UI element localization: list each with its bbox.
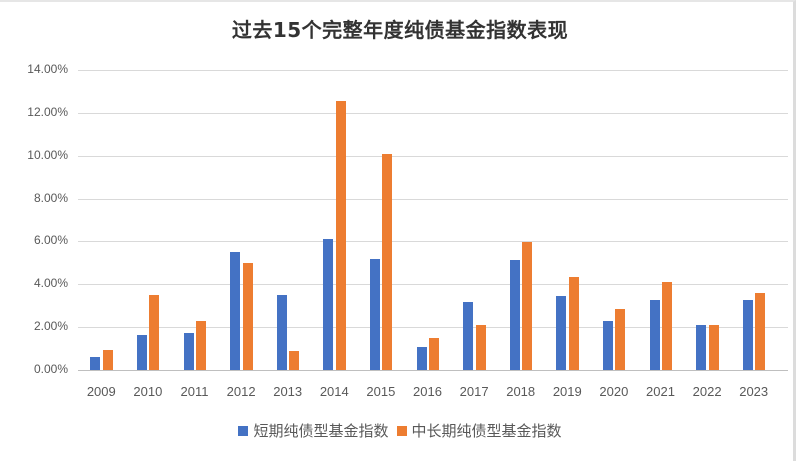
gridline [78, 198, 788, 200]
legend-item-mid-long-term: 中长期纯债型基金指数 [396, 420, 562, 441]
bar-mid-long-term [429, 337, 439, 370]
y-tick-label: 4.00% [33, 276, 68, 291]
chart-title: 过去15个完整年度纯债基金指数表现 [231, 18, 569, 42]
bar-short-term [649, 300, 660, 370]
gridline [78, 327, 788, 329]
bar-mid-long-term [522, 242, 533, 370]
x-tick-label: 2023 [739, 384, 769, 399]
x-tick-label: 2016 [413, 384, 442, 399]
bar-short-term [369, 259, 380, 370]
bar-mid-long-term [615, 308, 626, 370]
bar-mid-long-term [149, 294, 160, 370]
gridline [78, 155, 788, 157]
legend-swatch-blue [238, 425, 249, 436]
y-tick-label: 8.00% [33, 190, 68, 205]
x-tick-label: 2009 [86, 384, 116, 399]
x-tick-label: 2015 [366, 384, 396, 399]
gridline [78, 284, 788, 286]
y-tick-label: 10.00% [27, 147, 68, 162]
gridline [78, 112, 788, 114]
bar-mid-long-term [708, 325, 719, 370]
y-tick-label: 0.00% [33, 362, 68, 376]
bar-mid-long-term [289, 351, 300, 370]
legend-label: 短期纯债型基金指数 [253, 422, 389, 440]
bar-short-term [183, 333, 194, 370]
x-tick-label: 2022 [692, 384, 722, 399]
bar-short-term [696, 325, 707, 370]
x-tick-label: 2011 [180, 384, 209, 399]
bar-short-term [90, 356, 101, 370]
bar-short-term [276, 295, 287, 370]
bar-mid-long-term [335, 100, 346, 370]
legend: 短期纯债型基金指数 中长期纯债型基金指数 [0, 420, 800, 441]
bar-mid-long-term [102, 349, 113, 370]
bar-short-term [416, 346, 427, 370]
x-tick-label: 2018 [506, 384, 536, 399]
legend-item-short-term: 短期纯债型基金指数 [238, 420, 389, 441]
x-tick-label: 2020 [599, 384, 629, 399]
bar-mid-long-term [662, 281, 672, 370]
y-tick-label: 14.00% [27, 62, 68, 76]
bar-short-term [230, 251, 241, 370]
bar-mid-long-term [382, 154, 393, 370]
x-tick-label: 2010 [133, 384, 163, 399]
bar-short-term [742, 300, 753, 370]
bar-short-term [509, 259, 520, 370]
y-tick-label: 6.00% [33, 233, 68, 248]
bar-mid-long-term [568, 277, 579, 370]
y-tick-label: 2.00% [33, 319, 68, 334]
legend-label: 中长期纯债型基金指数 [411, 422, 562, 440]
x-tick-label: 2017 [459, 384, 489, 399]
x-tick-label: 2013 [273, 384, 303, 399]
x-tick-label: 2021 [646, 384, 675, 399]
x-tick-label: 2014 [319, 384, 349, 399]
x-tick-label: 2012 [226, 384, 256, 399]
bar-mid-long-term [475, 325, 486, 370]
bar-short-term [556, 295, 567, 370]
bar-mid-long-term [755, 293, 766, 370]
bar-short-term [323, 239, 334, 370]
legend-swatch-orange [396, 425, 407, 436]
bar-short-term [602, 320, 613, 370]
bar-short-term [463, 301, 474, 370]
x-axis-line [78, 370, 788, 371]
bar-short-term [136, 334, 147, 370]
gridline [78, 241, 788, 243]
gridline [78, 70, 788, 71]
x-tick-label: 2019 [552, 384, 582, 399]
bar-mid-long-term [196, 320, 206, 370]
y-tick-label: 12.00% [27, 104, 68, 119]
bar-mid-long-term [242, 263, 253, 370]
